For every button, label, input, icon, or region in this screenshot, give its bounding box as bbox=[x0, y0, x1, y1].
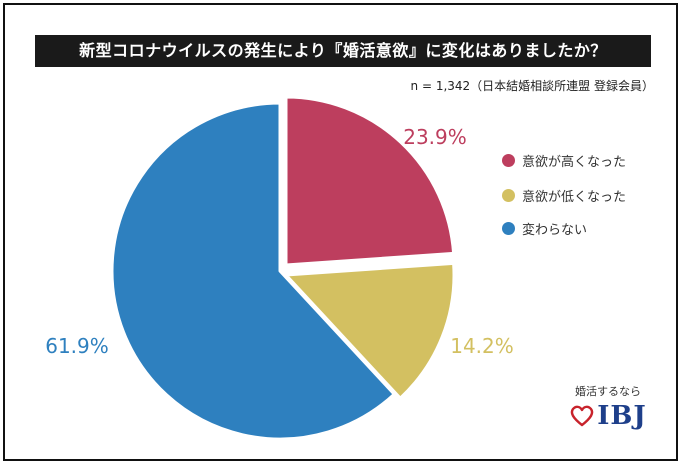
value-label-decreased: 14.2% bbox=[450, 334, 514, 358]
heart-icon bbox=[570, 405, 594, 427]
legend-label-decreased: 意欲が低くなった bbox=[522, 189, 627, 205]
legend-item-increased: 意欲が高くなった bbox=[502, 150, 626, 170]
value-label-increased: 23.9% bbox=[403, 125, 467, 149]
pie-slice-decreased bbox=[284, 261, 456, 400]
brand-logo-mark: IBJ bbox=[563, 401, 653, 431]
legend-item-unchanged: 変わらない bbox=[502, 218, 587, 238]
legend-item-decreased: 意欲が低くなった bbox=[502, 185, 626, 205]
sample-size-note: n = 1,342（日本結婚相談所連盟 登録会員） bbox=[410, 79, 654, 93]
legend-swatch-decreased bbox=[502, 188, 515, 202]
chart-title: 新型コロナウイルスの発生により『婚活意欲』に変化はありましたか？ bbox=[35, 35, 651, 67]
chart-frame: 新型コロナウイルスの発生により『婚活意欲』に変化はありましたか？ n = 1,3… bbox=[3, 3, 678, 461]
brand-tagline: 婚活するなら bbox=[575, 385, 641, 398]
ibj-logo: 婚活するなら IBJ bbox=[563, 383, 653, 431]
legend-swatch-unchanged bbox=[502, 221, 515, 235]
pie-slice-increased bbox=[284, 95, 456, 267]
value-label-unchanged: 61.9% bbox=[45, 334, 109, 358]
legend-swatch-increased bbox=[502, 153, 515, 167]
pie-chart: 23.9% 14.2% 61.9% bbox=[45, 95, 514, 441]
legend-label-increased: 意欲が高くなった bbox=[522, 154, 627, 170]
pie-slice-unchanged bbox=[110, 101, 396, 441]
brand-name: IBJ bbox=[597, 401, 647, 431]
legend-label-unchanged: 変わらない bbox=[522, 222, 588, 238]
